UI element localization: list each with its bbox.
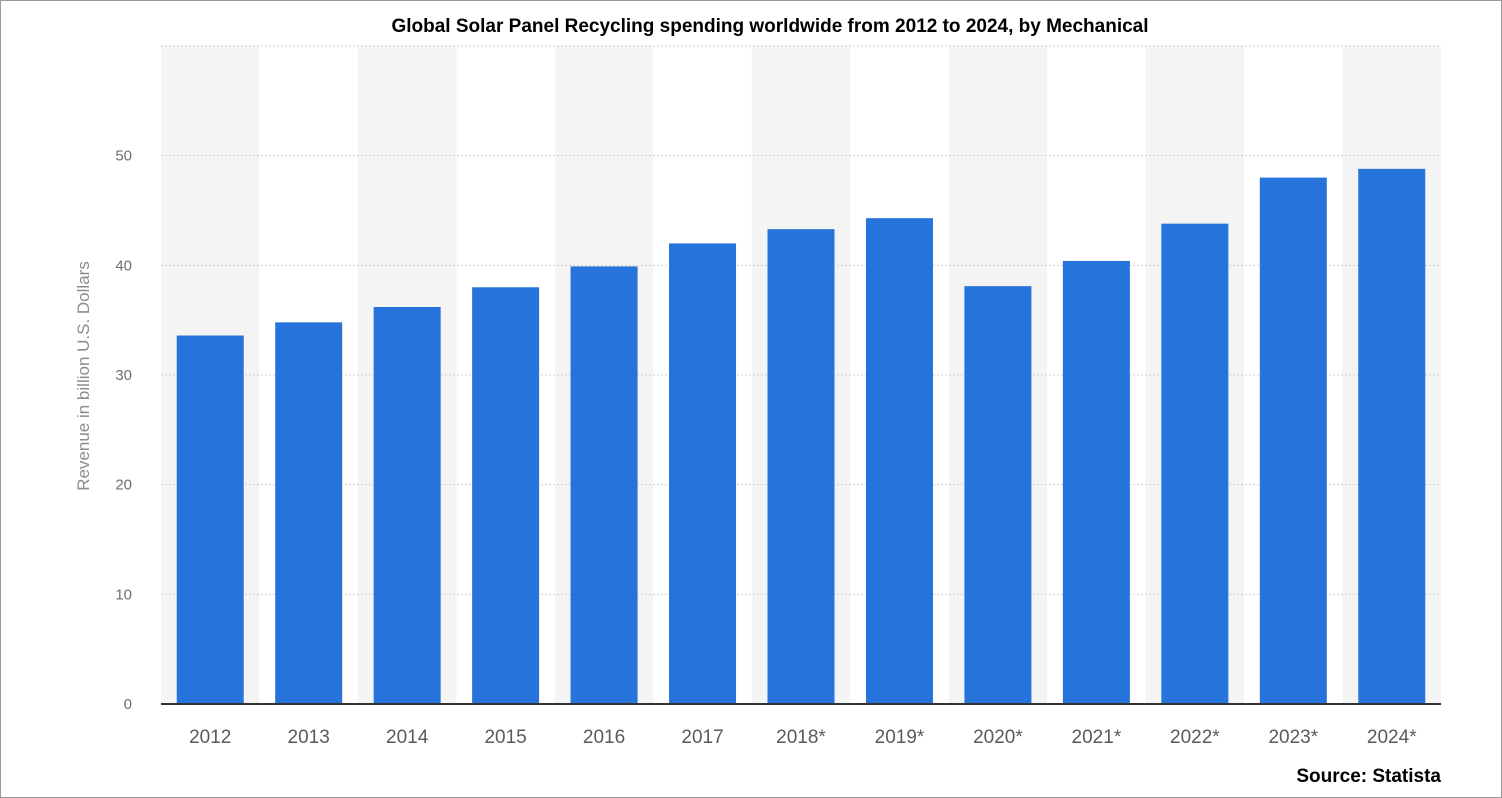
bar-2021-projected bbox=[1062, 260, 1130, 704]
bar-2022-projected bbox=[1161, 223, 1229, 704]
bar-2019-projected bbox=[865, 218, 933, 704]
bar-2012 bbox=[176, 335, 244, 704]
x-tick-label: 2017 bbox=[681, 727, 723, 748]
bars bbox=[176, 168, 1426, 705]
x-tick-label: 2012 bbox=[189, 727, 231, 748]
bar-2015 bbox=[472, 287, 540, 704]
y-tick-label: 50 bbox=[115, 148, 132, 165]
bar-2023-projected bbox=[1259, 177, 1327, 705]
x-tick-label: 2023* bbox=[1268, 727, 1318, 748]
source-note: Source: Statista bbox=[1296, 766, 1441, 787]
x-tick-label: 2020* bbox=[973, 727, 1023, 748]
bar-2016 bbox=[570, 266, 638, 704]
x-tick-label: 2024* bbox=[1367, 727, 1417, 748]
y-tick-label: 20 bbox=[115, 477, 132, 494]
y-tick-labels: 0 10 20 30 40 50 bbox=[115, 148, 132, 713]
x-tick-label: 2019* bbox=[875, 727, 925, 748]
bar-2020-projected bbox=[964, 286, 1032, 704]
x-tick-label: 2015 bbox=[484, 727, 526, 748]
x-tick-labels: 2012 2013 2014 2015 2016 2017 2018* 2019* 2020* 2… bbox=[189, 727, 1417, 748]
x-tick-label: 2016 bbox=[583, 727, 625, 748]
bar-2017 bbox=[669, 243, 737, 704]
x-tick-label: 2018* bbox=[776, 727, 826, 748]
y-axis-label: Revenue in billion U.S. Dollars bbox=[74, 261, 93, 491]
y-tick-label: 40 bbox=[115, 257, 132, 274]
y-tick-label: 0 bbox=[124, 696, 132, 713]
x-tick-label: 2021* bbox=[1072, 727, 1122, 748]
y-tick-label: 30 bbox=[115, 367, 132, 384]
y-tick-label: 10 bbox=[115, 586, 132, 603]
bar-2013 bbox=[275, 322, 343, 704]
x-tick-label: 2014 bbox=[386, 727, 429, 748]
x-tick-label: 2013 bbox=[288, 727, 330, 748]
bar-2024-projected bbox=[1358, 168, 1426, 704]
x-tick-label: 2022* bbox=[1170, 727, 1220, 748]
chart-title: Global Solar Panel Recycling spending wo… bbox=[391, 16, 1148, 37]
bar-2014 bbox=[373, 307, 441, 704]
bar-2018-projected bbox=[767, 229, 835, 705]
